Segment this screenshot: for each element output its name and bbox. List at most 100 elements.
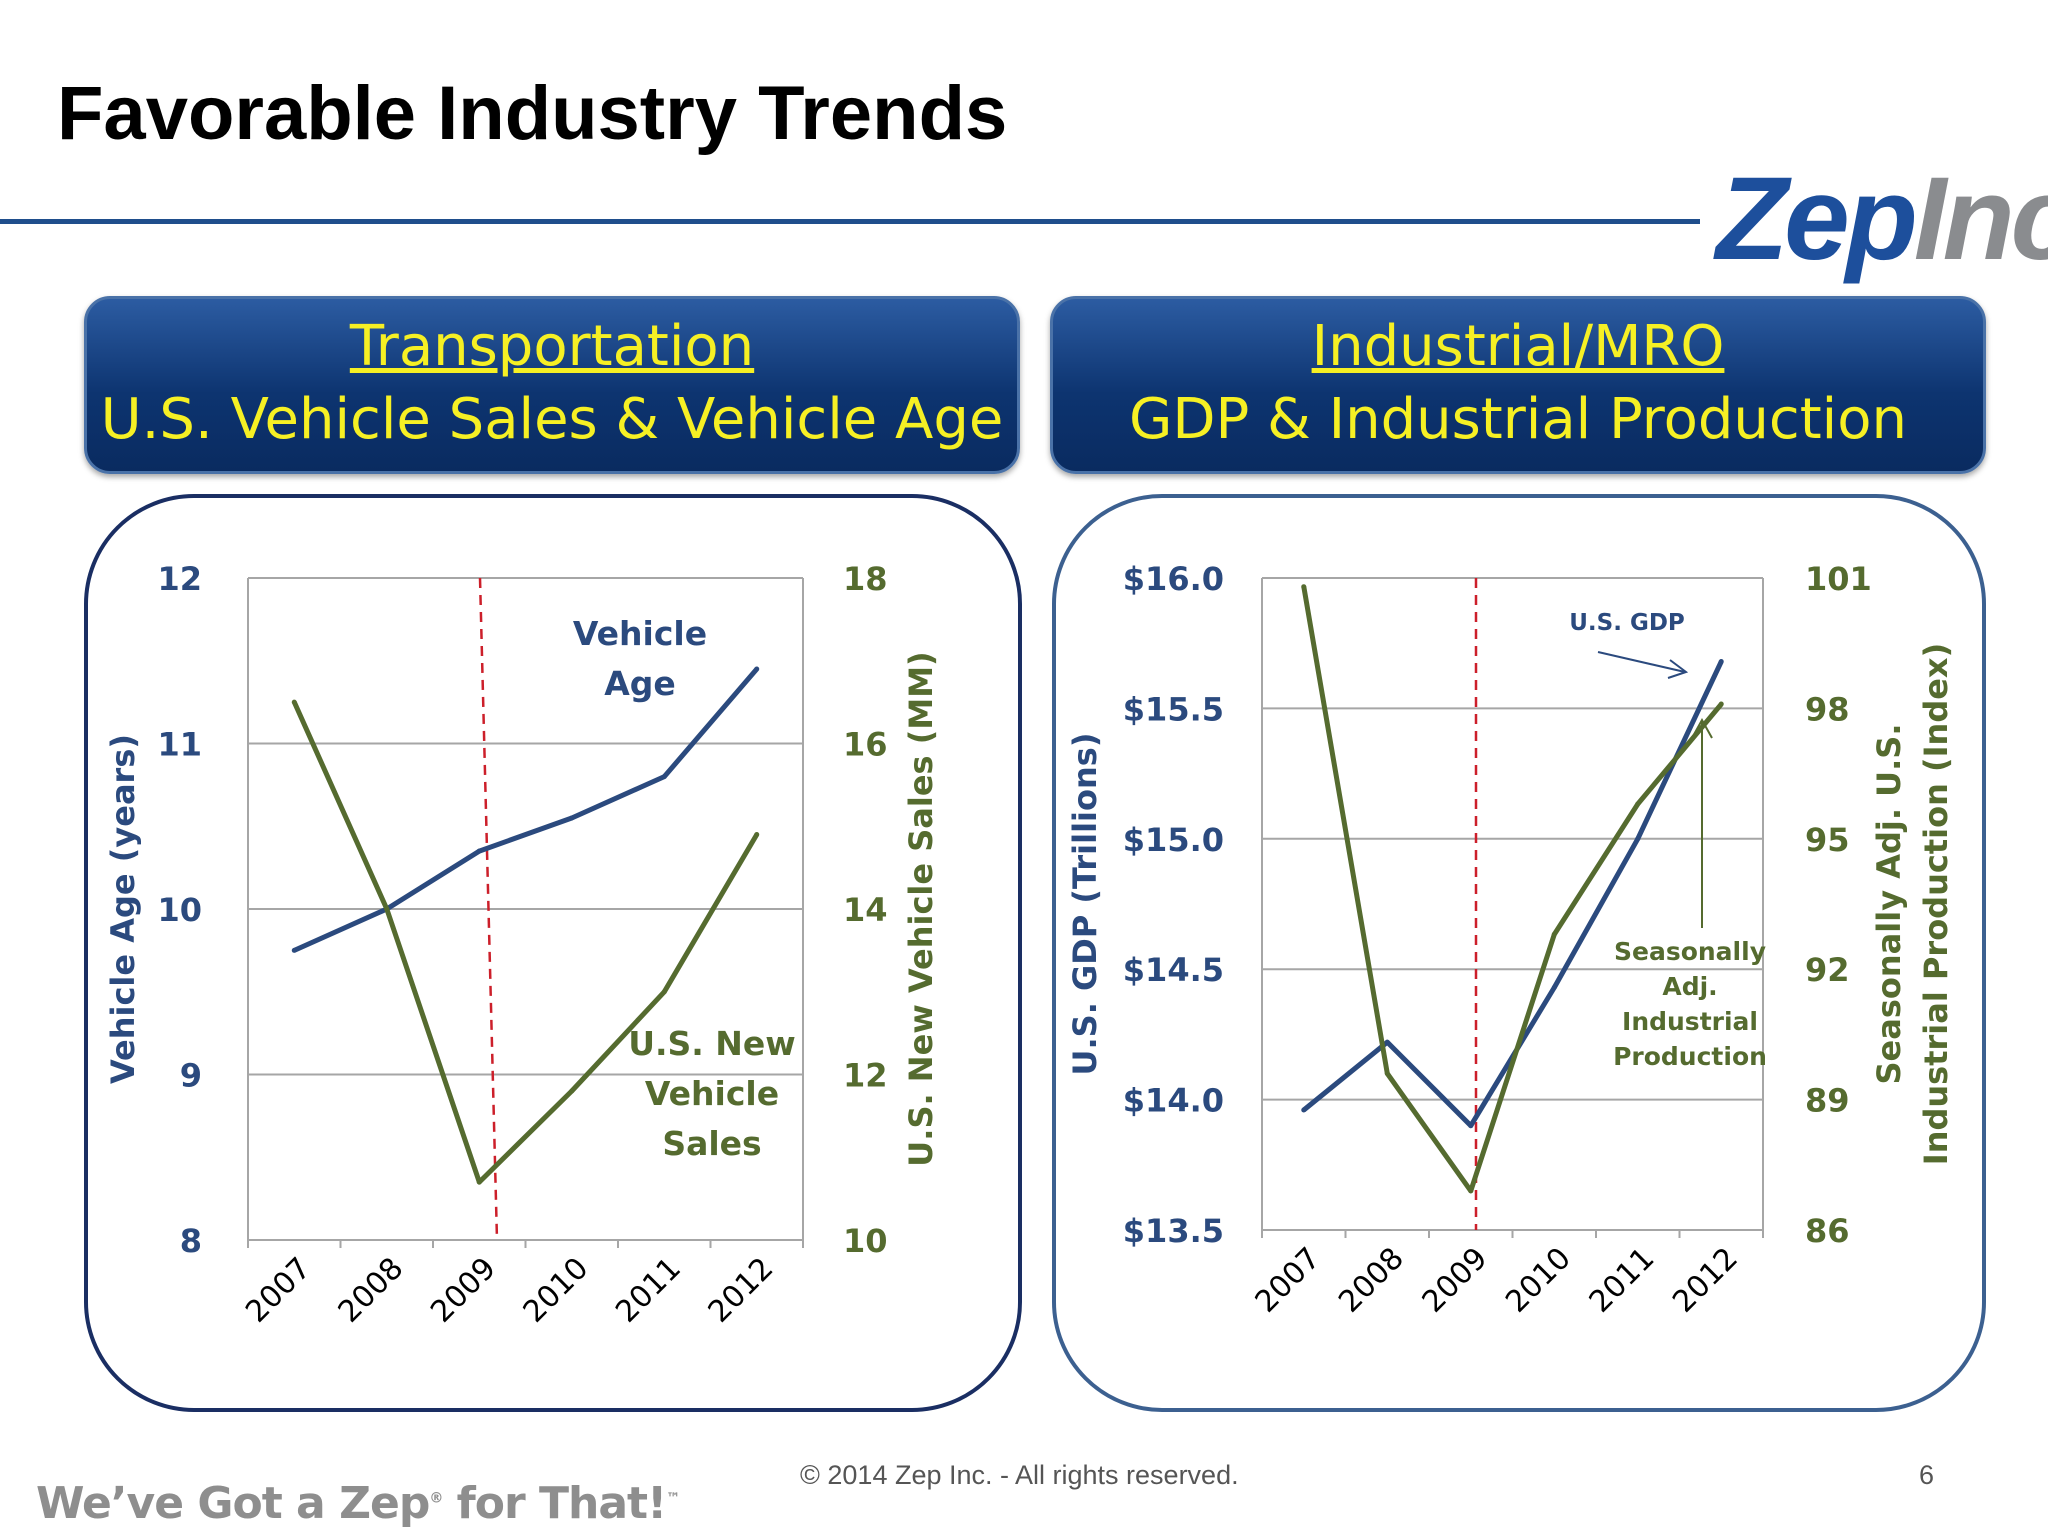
gdp-annotation-arrowhead [1667,659,1689,679]
chart2-data-point [1468,1188,1474,1194]
chart1-x-tick-label: 2011 [609,1251,688,1330]
chart2-right-tick-label: 98 [1805,690,1850,728]
chart2-data-point [1301,584,1307,590]
chart1-right-tick-label: 10 [843,1222,888,1260]
chart2-x-tick-label: 2008 [1332,1241,1411,1320]
chart2-x-tick-label: 2012 [1666,1241,1745,1320]
chart2-x-tick-label: 2009 [1416,1241,1495,1320]
chart1-series-line [293,667,759,953]
banner-industrial: Industrial/MRO GDP & Industrial Producti… [1050,296,1986,474]
chart1-data-point [754,832,760,838]
chart2-x-tick-label: 2011 [1583,1241,1662,1320]
chart2-left-tick-label: $14.5 [1123,951,1224,989]
chart1-right-tick-label: 14 [843,891,888,929]
chart2-series-line [1301,586,1724,1194]
chart2-data-point [1301,1107,1307,1113]
chart1-data-point [569,815,575,821]
banner-left-title: Transportation [349,314,755,379]
chart1-data-point [661,989,667,995]
panel-vehicle-chart [84,494,1022,1412]
banner-right-subtitle: GDP & Industrial Production [1129,386,1907,452]
chart2-data-point [1718,658,1724,664]
chart1-data-point [661,774,667,780]
gdp-annotation-arrow [1597,651,1686,673]
chart1-series-line [292,701,759,1185]
chart1-data-point [569,1088,575,1094]
chart1-data-point [384,906,390,912]
chart2-data-point [1384,1071,1390,1077]
chart2-right-tick-label: 89 [1805,1082,1850,1120]
chart2-series-label: Production [1613,1042,1767,1071]
chart1-left-tick-label: 10 [157,891,202,929]
footer-copyright: © 2014 Zep Inc. - All rights reserved. [800,1460,1239,1490]
chart1-data-point [754,666,760,672]
chart1-x-tick-label: 2008 [332,1251,411,1330]
banner-right-title: Industrial/MRO [1311,314,1725,379]
chart1-x-tick-label: 2009 [424,1251,503,1330]
chart2-left-tick-label: $16.0 [1123,560,1224,598]
chart2-left-tick-label: $15.0 [1123,821,1224,859]
chart1-x-tick-label: 2012 [702,1251,781,1330]
chart1-right-tick-label: 12 [843,1057,888,1095]
chart1-series-label: Vehicle [645,1074,779,1113]
chart2-x-tick-label: 2010 [1499,1241,1578,1320]
chart2-left-tick-label: $14.0 [1123,1082,1224,1120]
chart2-right-axis-title-line: Seasonally Adj. U.S. [1870,724,1908,1085]
tagline: We’ve Got a Zep® for That!™ [36,1478,680,1529]
chart1-data-point [291,947,297,953]
chart2-series-label: Seasonally [1614,937,1766,966]
chart1-left-axis-title: Vehicle Age (years) [104,734,142,1084]
chart2-data-point [1384,1039,1390,1045]
chart2-data-point [1468,1123,1474,1129]
chart1-data-point [476,1179,482,1185]
panel-gdp-chart [1052,494,1986,1412]
chart1-x-tick-label: 2010 [517,1251,596,1330]
chart2-series-label: U.S. GDP [1569,610,1685,636]
title-divider [0,219,1700,224]
page-title: Favorable Industry Trends [57,71,1008,156]
chart2-data-point [1551,984,1557,990]
banner-left-subtitle: U.S. Vehicle Sales & Vehicle Age [100,386,1004,452]
chart2-series-label: Industrial [1622,1007,1758,1036]
tagline-text: We’ve Got a Zep [36,1478,430,1529]
chart2-right-tick-label: 101 [1805,560,1872,598]
chart2-left-tick-label: $15.5 [1123,690,1224,728]
chart1-data-point [291,699,297,705]
logo-zep-text: Zep [1716,153,1918,285]
chart1-data-point [476,848,482,854]
banner-transportation: Transportation U.S. Vehicle Sales & Vehi… [84,296,1020,474]
chart2-right-axis-title-line: Industrial Production (Index) [1917,643,1955,1165]
chart2-right-tick-label: 92 [1805,951,1850,989]
chart1-x-tick-label: 2007 [239,1251,318,1330]
tagline-tm-mark: ™ [666,1490,680,1507]
tagline-registered-mark: ® [429,1490,443,1507]
chart2-x-tick-label: 2007 [1249,1241,1328,1320]
chart1-left-tick-label: 9 [180,1057,202,1095]
chart1-left-tick-label: 8 [180,1222,202,1260]
chart1-series-label: Sales [662,1124,761,1163]
chart1-right-tick-label: 16 [843,726,888,764]
logo-inc-text: Inc [1913,153,2048,285]
chart2-series-label: Adj. [1662,972,1717,1001]
chart2-data-point [1635,801,1641,807]
chart1-right-tick-label: 18 [843,560,888,598]
chart1-series-label: Age [604,664,676,703]
chart2-right-tick-label: 95 [1805,821,1850,859]
chart1-series-label: Vehicle [573,614,707,653]
chart2-left-tick-label: $13.5 [1123,1212,1224,1250]
chart2-data-point [1635,836,1641,842]
tagline-text-end: for That! [442,1478,668,1529]
chart1-marker-line [478,577,499,1241]
chart2-right-tick-label: 86 [1805,1212,1850,1250]
page-number: 6 [1919,1460,1935,1490]
chart1-left-tick-label: 12 [157,560,202,598]
chart1-right-axis-title: U.S. New Vehicle Sales (MM) [902,651,940,1166]
chart2-data-point [1551,931,1557,937]
ip-annotation-arrowhead [1691,717,1713,739]
chart1-left-tick-label: 11 [157,726,202,764]
chart2-left-axis-title: U.S. GDP (Trillions) [1066,733,1104,1076]
chart2-data-point [1718,701,1724,707]
chart1-series-label: U.S. New [628,1024,796,1063]
